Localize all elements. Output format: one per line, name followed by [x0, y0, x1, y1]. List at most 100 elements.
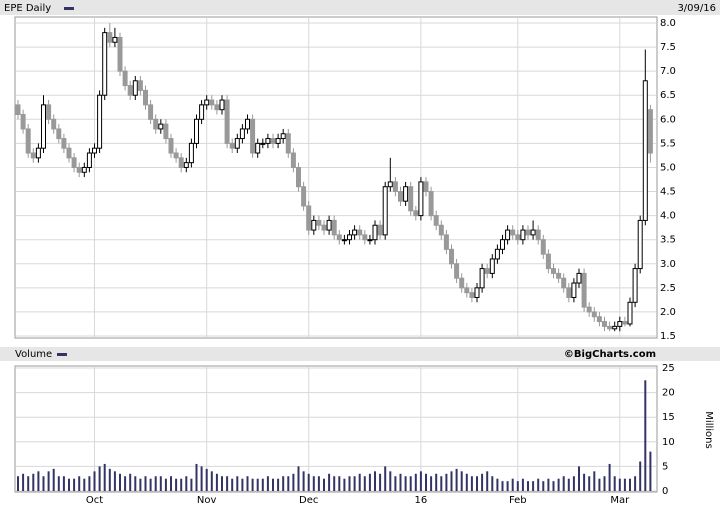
volume-bar [129, 473, 132, 491]
chart-title: EPE Daily [4, 3, 51, 14]
candle-body [459, 277, 465, 289]
candle-body [428, 191, 434, 217]
volume-bar [221, 476, 223, 491]
x-tick-label: Feb [509, 495, 527, 506]
volume-bar [52, 468, 55, 491]
candle-body [602, 321, 607, 327]
y-tick-label: 15 [662, 412, 675, 423]
volume-bar [139, 478, 142, 491]
candle-body [265, 138, 271, 144]
volume-bar [62, 476, 65, 491]
volume-bar [205, 468, 208, 491]
candle-body [489, 258, 495, 274]
volume-bar [532, 481, 535, 491]
volume-bar [144, 476, 147, 491]
candle-body [296, 166, 301, 188]
candle-body [347, 234, 352, 241]
candle-body [464, 287, 470, 294]
volume-bar [476, 476, 478, 491]
candle-body [454, 263, 460, 279]
candle-body [245, 118, 250, 130]
volume-bar [27, 476, 30, 491]
candle-body [586, 306, 592, 313]
candle-body [209, 99, 215, 106]
candle-body [612, 325, 618, 330]
candle-body [117, 36, 123, 72]
price-panel [14, 16, 658, 339]
y-tick-label: 6.5 [660, 90, 676, 101]
candle-body [153, 118, 159, 130]
candle-body [647, 109, 653, 154]
candle-body [250, 118, 256, 154]
candle-body [30, 152, 36, 159]
volume-bar [32, 473, 35, 491]
volume-panel [14, 365, 658, 493]
volume-bar [78, 476, 81, 491]
y-tick-label: 5.5 [660, 138, 676, 149]
y-tick-label: 7.5 [660, 42, 676, 53]
volume-bar [108, 468, 111, 491]
candle-body [71, 157, 77, 168]
candle-body [122, 70, 128, 87]
volume-bar [455, 468, 458, 491]
candle-body [525, 229, 531, 236]
candle-body [423, 181, 429, 193]
volume-bar [547, 478, 550, 491]
candle-body [520, 229, 526, 241]
candle-body [178, 157, 184, 168]
volume-bar [527, 481, 529, 491]
legend-swatch [64, 7, 74, 10]
volume-bar [317, 476, 320, 491]
candle-body [35, 147, 41, 159]
candle-body [183, 162, 189, 168]
volume-bar [567, 478, 570, 491]
volume-bar [440, 476, 443, 491]
volume-bar [261, 478, 264, 491]
candle-body [387, 181, 393, 188]
volume-bar [374, 471, 376, 491]
volume-bar [578, 466, 580, 491]
candle-body [56, 128, 62, 140]
volume-title: Volume [15, 349, 52, 360]
candle-body [137, 80, 143, 91]
candle-body [326, 219, 332, 231]
candle-body [510, 229, 516, 236]
volume-bar [425, 473, 427, 491]
candle-body [392, 181, 398, 193]
candle-body [239, 128, 245, 140]
candle-body [540, 239, 546, 255]
y-tick-label: 10 [662, 437, 675, 448]
volume-bar [312, 476, 315, 491]
candle-body [204, 99, 210, 106]
candle-body [403, 186, 409, 202]
volume-bar [236, 476, 239, 491]
candle-body [112, 36, 118, 43]
volume-bar [190, 478, 193, 491]
candle-body [234, 138, 240, 149]
volume-bar [103, 463, 106, 491]
volume-bar [159, 476, 162, 491]
volume-bar [154, 476, 157, 491]
volume-bar [134, 476, 137, 491]
candle-body [46, 104, 52, 120]
volume-bar [384, 466, 387, 491]
candle-body [591, 311, 597, 318]
volume-bar [639, 461, 642, 491]
candle-body [336, 234, 342, 241]
volume-bar [562, 476, 565, 491]
volume-bar [164, 478, 167, 491]
volume-bar [618, 478, 621, 491]
candle-body [66, 147, 72, 159]
volume-bar [588, 476, 591, 491]
candle-body [418, 181, 424, 217]
volume-bar [481, 473, 484, 491]
y-tick-label: 2.5 [660, 283, 676, 294]
volume-bar [302, 471, 305, 491]
volume-bar [516, 481, 519, 491]
candle-body [545, 253, 551, 270]
candle-body [25, 128, 31, 154]
volume-bar [542, 481, 545, 491]
volume-bar [363, 476, 366, 491]
volume-bar [180, 478, 183, 491]
volume-bar [195, 463, 198, 491]
